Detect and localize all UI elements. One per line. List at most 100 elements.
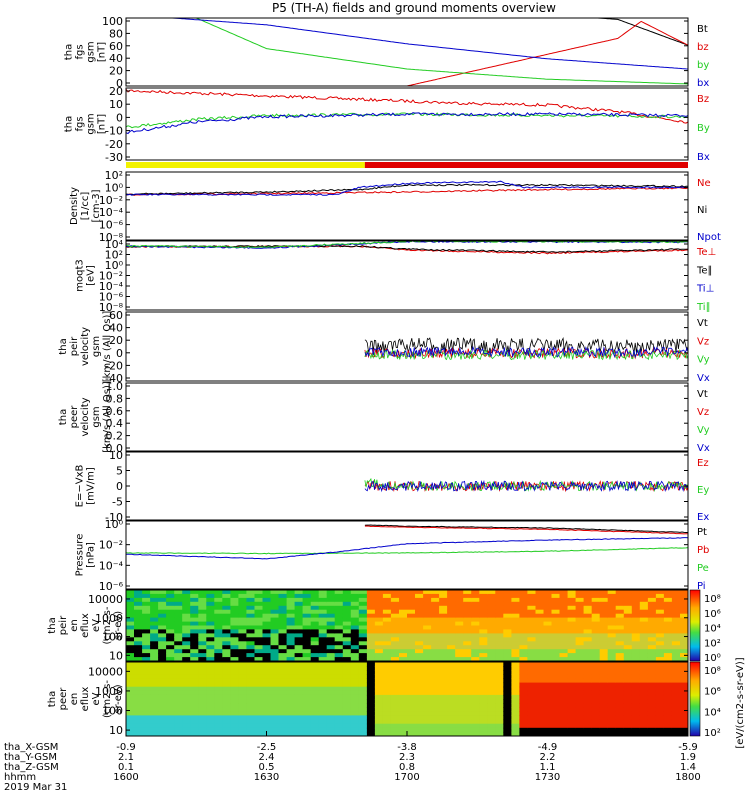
spectrogram-cell: [214, 657, 223, 661]
spectrogram-cell: [575, 711, 585, 716]
spectrogram-cell: [302, 593, 312, 599]
spectrogram-cell: [222, 625, 231, 630]
spectrogram-cell: [599, 609, 609, 615]
spectrogram-cell: [439, 653, 448, 658]
spectrogram-cell: [254, 727, 264, 733]
spectrogram-cell: [631, 723, 641, 729]
spectrogram-cell: [374, 690, 384, 696]
legend-entry: Te⊥: [696, 247, 716, 258]
spectrogram-cell: [270, 694, 280, 700]
spectrogram-cell: [527, 682, 536, 688]
spectrogram-cell: [671, 682, 681, 688]
spectrogram-cell: [182, 723, 191, 729]
spectrogram-cell: [350, 731, 360, 736]
spectrogram-cell: [639, 711, 649, 716]
spectrogram-cell: [310, 699, 320, 704]
spectrogram-cell: [519, 637, 528, 642]
spectrogram-cell: [487, 674, 496, 679]
spectrogram-cell: [447, 694, 456, 700]
spectrogram-cell: [150, 613, 159, 619]
spectrogram-cell: [270, 723, 280, 729]
spectrogram-cell: [399, 601, 408, 607]
spectrogram-cell: [535, 727, 545, 733]
spectrogram-cell: [278, 703, 288, 708]
spectrogram-cell: [174, 686, 183, 692]
spectrogram-cell: [431, 711, 440, 716]
spectrogram-cell: [487, 694, 496, 700]
spectrogram-cell: [591, 637, 601, 642]
spectrogram-cell: [551, 682, 561, 688]
spectrogram-cell: [631, 703, 641, 708]
spectrogram-cell: [680, 657, 688, 661]
spectrogram-cell: [535, 637, 545, 642]
spectrogram-cell: [214, 694, 223, 700]
spectrogram-cell: [511, 629, 520, 634]
spectrogram-cell: [126, 641, 135, 646]
spectrogram-cell: [407, 593, 416, 599]
spectrogram-cell: [350, 690, 360, 696]
spectrogram-cell: [318, 621, 328, 627]
legend-entry: Vt: [697, 318, 708, 329]
y-tick-label: 10⁻²: [99, 194, 123, 207]
spectrogram-cell: [431, 645, 440, 650]
spectrogram-cell: [471, 703, 480, 708]
spectrogram-cell: [302, 629, 312, 634]
spectrogram-cell: [366, 666, 376, 671]
y-axis-label: peer: [69, 405, 80, 429]
spectrogram-cell: [663, 590, 673, 595]
spectrogram-cell: [655, 649, 665, 654]
spectrogram-cell: [190, 731, 199, 736]
spectrogram-cell: [503, 719, 512, 725]
spectrogram-cell: [222, 662, 231, 667]
spectrogram-cell: [399, 719, 408, 725]
spectrogram-cell: [407, 666, 416, 671]
spectrogram-cell: [382, 629, 392, 634]
spectrogram-cell: [134, 621, 143, 627]
spectrogram-cell: [358, 605, 368, 611]
spectrogram-cell: [158, 590, 167, 595]
spectrogram-cell: [326, 605, 336, 611]
spectrogram-cell: [150, 703, 159, 708]
spectrogram-cell: [591, 711, 601, 716]
spectrogram-cell: [543, 719, 553, 725]
spectrogram-cell: [471, 690, 480, 696]
spectrogram-cell: [511, 699, 520, 704]
spectrogram-cell: [158, 678, 167, 684]
spectrogram-cell: [366, 699, 376, 704]
spectrogram-cell: [262, 715, 272, 721]
spectrogram-cell: [334, 662, 344, 667]
spectrogram-cell: [238, 621, 247, 627]
spectrogram-cell: [182, 731, 191, 736]
spectrogram-cell: [631, 666, 641, 671]
spectrogram-cell: [607, 633, 617, 638]
spectrogram-cell: [326, 711, 336, 716]
spectrogram-cell: [382, 670, 392, 675]
spectrogram-cell: [559, 711, 569, 716]
spectrogram-cell: [150, 590, 159, 595]
spectrogram-cell: [591, 621, 601, 627]
spectrogram-cell: [431, 653, 440, 658]
spectrogram-cell: [246, 666, 255, 671]
spectrogram-cell: [479, 662, 488, 667]
spectrogram-cell: [390, 703, 400, 708]
spectrogram-cell: [423, 609, 432, 615]
spectrogram-cell: [447, 711, 456, 716]
spectrogram-cell: [647, 699, 657, 704]
spectrogram-cell: [655, 601, 665, 607]
spectrogram-cell: [511, 641, 520, 646]
spectrogram-cell: [535, 641, 545, 646]
y-tick-label: 10⁴: [105, 238, 124, 251]
spectrogram-cell: [463, 645, 472, 650]
spectrogram-cell: [583, 674, 593, 679]
spectrogram-cell: [487, 670, 496, 675]
panel-frame: [125, 17, 689, 87]
spectrogram-cell: [262, 711, 272, 716]
spectrogram-cell: [302, 723, 312, 729]
spectrogram-cell: [302, 609, 312, 615]
spectrogram-cell: [583, 617, 593, 623]
spectrogram-cell: [663, 703, 673, 708]
spectrogram-cell: [390, 727, 400, 733]
spectrogram-cell: [655, 670, 665, 675]
spectrogram-cell: [206, 609, 215, 615]
spectrogram-cell: [623, 690, 633, 696]
